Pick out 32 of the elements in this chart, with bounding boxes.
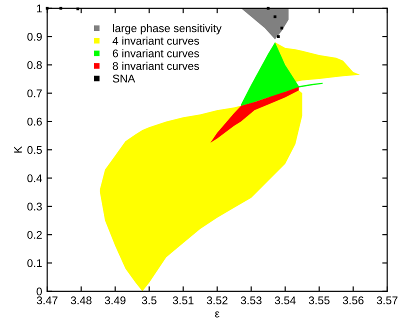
y-tick-label: 0.7 [27, 89, 42, 98]
y-tick-label: 0.8 [27, 61, 42, 70]
x-axis-title: ε [215, 311, 220, 318]
x-tick-label: 3.53 [240, 296, 262, 304]
y-tick-label: 1 [37, 4, 42, 12]
x-tick-label: 3.51 [172, 296, 194, 304]
y-tick-label: 0 [36, 288, 42, 296]
y-tick-label: 0.5 [27, 146, 42, 154]
x-tick-label: 3.5 [142, 296, 156, 304]
x-tick-label: 3.47 [36, 296, 58, 304]
point [277, 35, 280, 38]
legend-label: 4 invariant curves [112, 36, 199, 45]
x-tick-label: 3.52 [206, 296, 228, 304]
x-tick-label: 3.57 [376, 296, 398, 304]
x-tick-label: 3.54 [274, 296, 296, 304]
y-tick-label: 0.6 [27, 118, 42, 126]
y-tick-label: 0.3 [27, 202, 42, 211]
y-tick-label: 0.2 [27, 230, 42, 239]
y-tick-label: 0.4 [27, 174, 42, 182]
y-axis-title: K [14, 146, 22, 153]
x-tick-label: 3.49 [104, 296, 126, 304]
point [280, 26, 284, 30]
legend-label: 6 invariant curves [112, 49, 199, 58]
x-tick-label: 3.48 [70, 296, 92, 304]
point [274, 15, 276, 18]
x-tick-label: 3.55 [308, 296, 330, 304]
legend-label: SNA [112, 74, 136, 83]
legend-label: large phase sensitivity [113, 24, 222, 34]
y-tick-label: 0.1 [27, 259, 42, 268]
y-tick-label: 0.9 [27, 32, 42, 41]
x-tick-label: 3.56 [342, 296, 364, 304]
legend-label: 8 invariant curves [112, 62, 199, 70]
